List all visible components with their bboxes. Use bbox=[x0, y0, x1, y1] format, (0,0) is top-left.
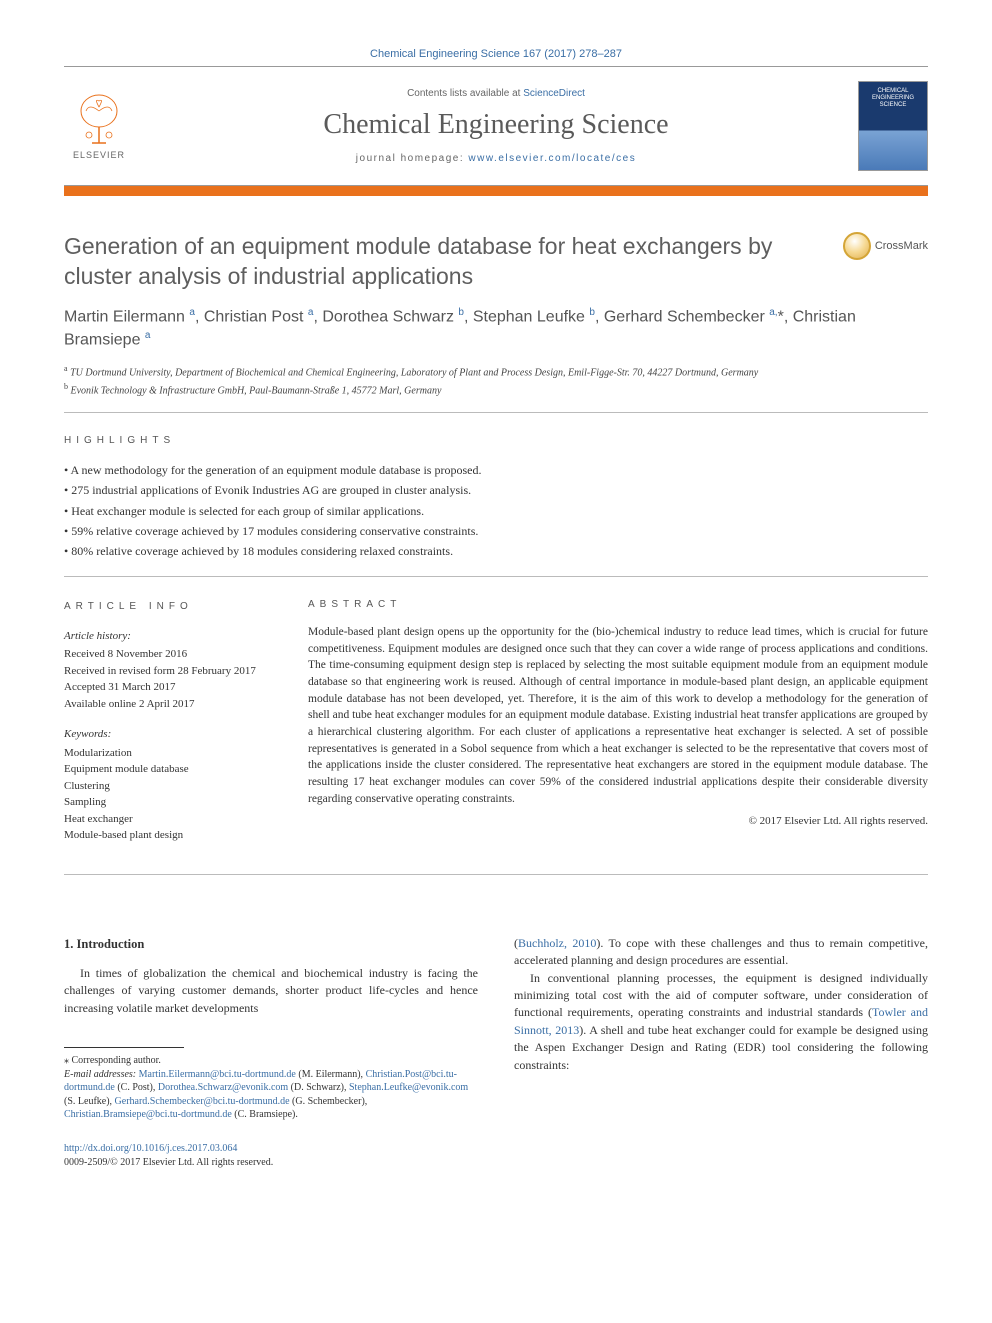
elsevier-wordmark: ELSEVIER bbox=[73, 150, 125, 160]
homepage-prefix: journal homepage: bbox=[356, 153, 469, 164]
footnote-separator bbox=[64, 1047, 184, 1048]
journal-name: Chemical Engineering Science bbox=[134, 109, 858, 141]
left-column: 1. Introduction In times of globalizatio… bbox=[64, 935, 478, 1170]
right-column: (Buchholz, 2010). To cope with these cha… bbox=[514, 935, 928, 1170]
intro-heading: 1. Introduction bbox=[64, 935, 478, 953]
intro-p2: In conventional planning processes, the … bbox=[514, 970, 928, 1074]
keyword: Heat exchanger bbox=[64, 811, 264, 828]
journal-cover-text: CHEMICAL ENGINEERING SCIENCE bbox=[859, 82, 927, 110]
history-line: Accepted 31 March 2017 bbox=[64, 679, 264, 696]
highlights-block: A new methodology for the generation of … bbox=[64, 460, 928, 577]
orange-divider-bar bbox=[64, 186, 928, 196]
highlight-item: A new methodology for the generation of … bbox=[64, 460, 928, 480]
keyword: Clustering bbox=[64, 778, 264, 795]
intro-p1: In times of globalization the chemical a… bbox=[64, 965, 478, 1017]
contents-available: Contents lists available at ScienceDirec… bbox=[134, 88, 858, 99]
highlight-item: 80% relative coverage achieved by 18 mod… bbox=[64, 541, 928, 561]
elsevier-tree-icon bbox=[74, 93, 124, 148]
article-history: Article history: Received 8 November 201… bbox=[64, 628, 264, 713]
author-email[interactable]: Gerhard.Schembecker@bci.tu-dortmund.de bbox=[115, 1096, 290, 1107]
keyword: Equipment module database bbox=[64, 761, 264, 778]
author-email[interactable]: Dorothea.Schwarz@evonik.com bbox=[158, 1082, 288, 1093]
keywords-label: Keywords: bbox=[64, 726, 264, 743]
author-email[interactable]: Stephan.Leufke@evonik.com bbox=[349, 1082, 468, 1093]
journal-header: ELSEVIER Contents lists available at Sci… bbox=[64, 66, 928, 186]
affiliation-b: b Evonik Technology & Infrastructure Gmb… bbox=[64, 381, 928, 398]
crossmark-label: CrossMark bbox=[875, 240, 928, 252]
affiliation-a: a TU Dortmund University, Department of … bbox=[64, 363, 928, 380]
author-email[interactable]: Martin.Eilermann@bci.tu-dortmund.de bbox=[139, 1069, 296, 1080]
author-email[interactable]: Christian.Bramsiepe@bci.tu-dortmund.de bbox=[64, 1109, 232, 1120]
citation-bar: Chemical Engineering Science 167 (2017) … bbox=[64, 48, 928, 60]
doi-link[interactable]: http://dx.doi.org/10.1016/j.ces.2017.03.… bbox=[64, 1143, 237, 1154]
highlight-item: 59% relative coverage achieved by 17 mod… bbox=[64, 521, 928, 541]
highlight-item: 275 industrial applications of Evonik In… bbox=[64, 480, 928, 500]
abstract-column: abstract Module-based plant design opens… bbox=[308, 577, 928, 858]
highlights-list: A new methodology for the generation of … bbox=[64, 460, 928, 577]
crossmark-badge[interactable]: CrossMark bbox=[843, 232, 928, 260]
history-label: Article history: bbox=[64, 628, 264, 645]
emails-block: E-mail addresses: Martin.Eilermann@bci.t… bbox=[64, 1068, 478, 1122]
body-columns: 1. Introduction In times of globalizatio… bbox=[64, 935, 928, 1170]
intro-p1-continued: (Buchholz, 2010). To cope with these cha… bbox=[514, 935, 928, 970]
doi-block: http://dx.doi.org/10.1016/j.ces.2017.03.… bbox=[64, 1142, 478, 1170]
highlights-label: highlights bbox=[64, 435, 928, 446]
history-line: Received 8 November 2016 bbox=[64, 646, 264, 663]
journal-homepage: journal homepage: www.elsevier.com/locat… bbox=[134, 153, 858, 164]
keyword: Modularization bbox=[64, 745, 264, 762]
highlight-item: Heat exchanger module is selected for ea… bbox=[64, 501, 928, 521]
corresponding-author-note: ⁎ Corresponding author. bbox=[64, 1054, 478, 1068]
journal-cover-thumbnail: CHEMICAL ENGINEERING SCIENCE bbox=[858, 81, 928, 171]
keyword: Sampling bbox=[64, 794, 264, 811]
article-info-column: article info Article history: Received 8… bbox=[64, 577, 264, 858]
elsevier-logo: ELSEVIER bbox=[64, 86, 134, 166]
abstract-copyright: © 2017 Elsevier Ltd. All rights reserved… bbox=[308, 815, 928, 827]
abstract-text: Module-based plant design opens up the o… bbox=[308, 624, 928, 807]
abstract-label: abstract bbox=[308, 599, 928, 610]
issn-copyright: 0009-2509/© 2017 Elsevier Ltd. All right… bbox=[64, 1157, 273, 1168]
footnotes: ⁎ Corresponding author. E-mail addresses… bbox=[64, 1054, 478, 1122]
homepage-link[interactable]: www.elsevier.com/locate/ces bbox=[468, 153, 636, 164]
history-line: Received in revised form 28 February 201… bbox=[64, 663, 264, 680]
crossmark-icon bbox=[843, 232, 871, 260]
keywords-block: Keywords: ModularizationEquipment module… bbox=[64, 726, 264, 844]
history-line: Available online 2 April 2017 bbox=[64, 696, 264, 713]
article-page: Chemical Engineering Science 167 (2017) … bbox=[0, 0, 992, 1202]
article-title: Generation of an equipment module databa… bbox=[64, 232, 823, 292]
citation-buchholz[interactable]: Buchholz, 2010 bbox=[518, 936, 596, 950]
article-info-label: article info bbox=[64, 599, 264, 614]
contents-prefix: Contents lists available at bbox=[407, 88, 523, 99]
author-list: Martin Eilermann a, Christian Post a, Do… bbox=[64, 306, 928, 351]
affiliations: a TU Dortmund University, Department of … bbox=[64, 363, 928, 413]
sciencedirect-link[interactable]: ScienceDirect bbox=[523, 88, 585, 99]
keyword: Module-based plant design bbox=[64, 827, 264, 844]
